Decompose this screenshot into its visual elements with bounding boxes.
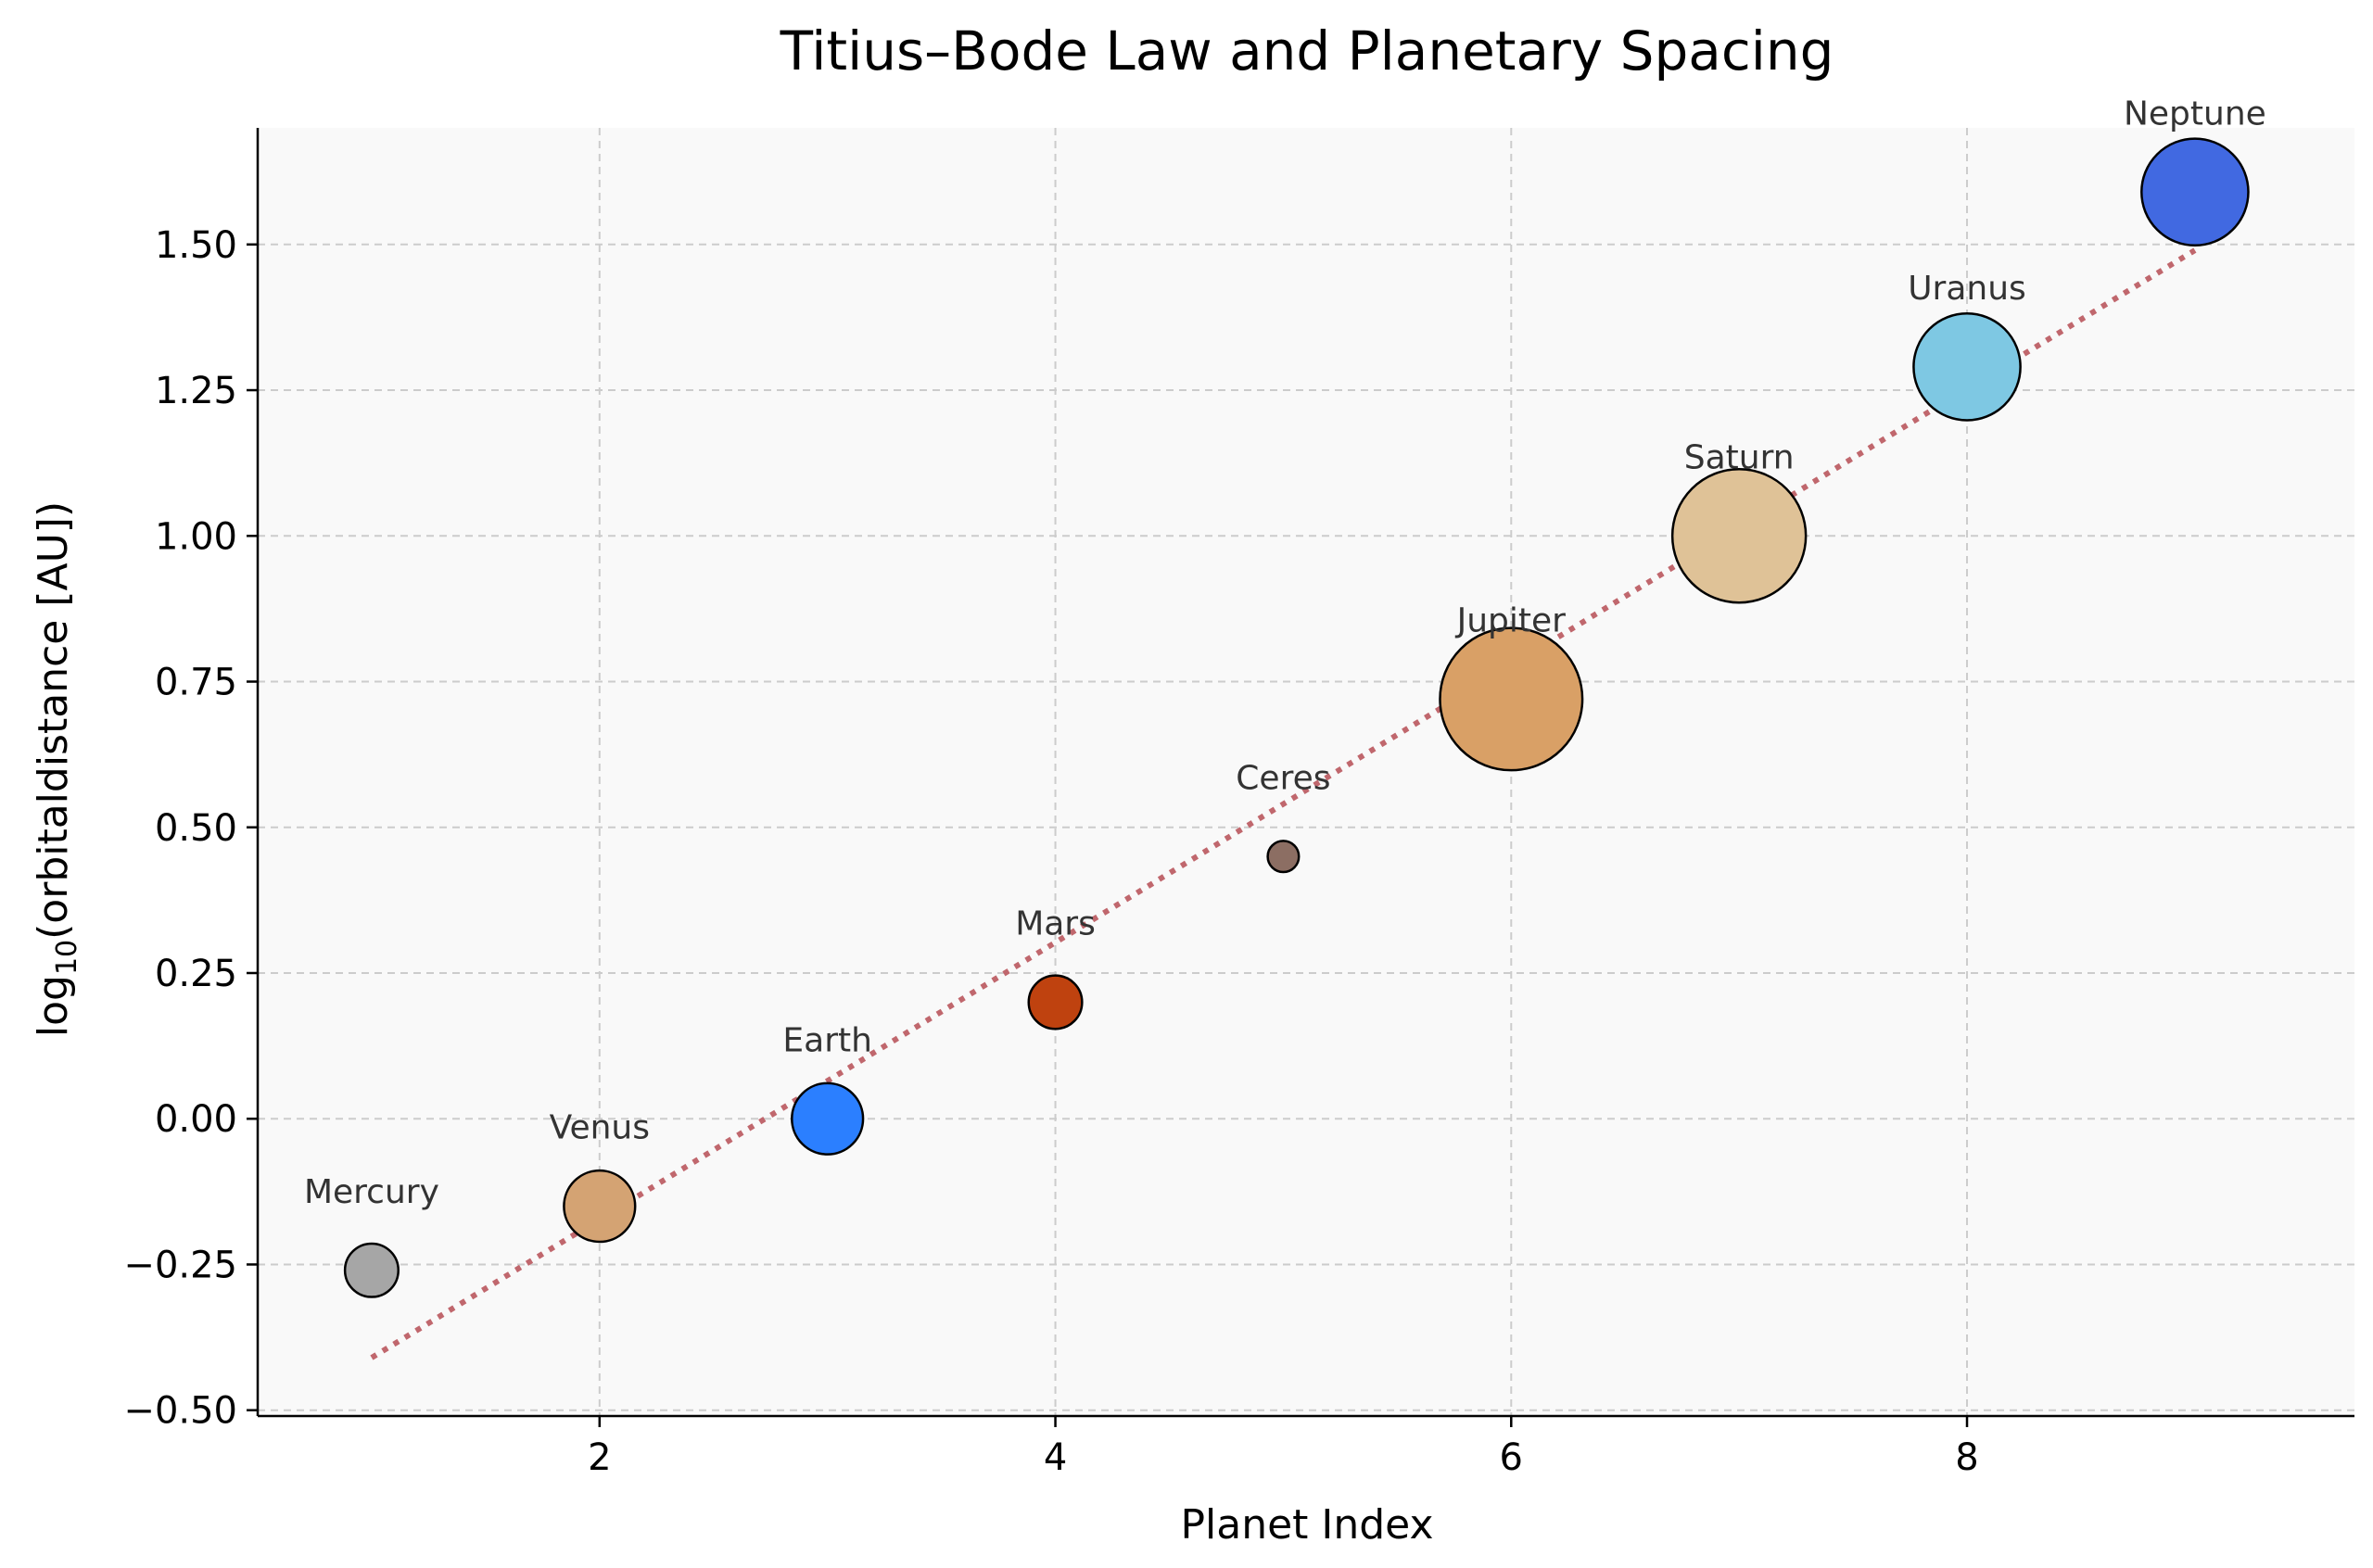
x-axis-label: Planet Index (1180, 1501, 1433, 1549)
y-tick-label: −0.25 (123, 1244, 237, 1286)
data-points (343, 137, 2250, 1298)
point-labels: Mercury Venus Earth Mars Ceres Jupiter Saturn U… (304, 95, 2266, 1211)
planet-label-mercury: Mercury (304, 1173, 439, 1211)
y-tick-label: −0.50 (123, 1390, 237, 1433)
x-tick-label: 8 (1955, 1436, 1978, 1479)
planet-label-venus: Venus (550, 1109, 650, 1147)
planet-label-neptune: Neptune (2124, 95, 2266, 133)
planet-label-jupiter: Jupiter (1455, 601, 1567, 639)
planet-point-uranus (1912, 312, 2022, 422)
y-axis-label-prefix: log (30, 975, 77, 1037)
y-axis-label-subscript: 10 (51, 940, 83, 975)
y-tick-label: 1.25 (155, 370, 237, 412)
planet-point-mercury (343, 1242, 400, 1298)
y-tick-label: 0.50 (155, 807, 237, 850)
planet-label-earth: Earth (782, 1021, 872, 1059)
y-tick-label: 1.50 (155, 224, 237, 267)
planet-label-uranus: Uranus (1908, 270, 2026, 308)
planet-label-ceres: Ceres (1236, 759, 1330, 797)
x-tick-label: 4 (1044, 1436, 1067, 1479)
x-ticks: 2 4 6 8 (588, 1416, 1979, 1479)
y-tick-label: 0.75 (155, 662, 237, 704)
y-axis-label-rest: (orbitaldistance [AU]) (30, 501, 77, 940)
planet-point-venus (563, 1169, 637, 1244)
y-tick-label: 1.00 (155, 515, 237, 558)
planet-point-saturn (1670, 468, 1808, 604)
planet-point-mars (1027, 974, 1084, 1031)
chart-title: Titius–Bode Law and Planetary Spacing (780, 19, 1834, 82)
planet-label-mars: Mars (1015, 905, 1096, 943)
x-tick-label: 2 (588, 1436, 611, 1479)
y-axis-label: log10(orbitaldistance [AU]) (30, 501, 83, 1037)
planet-point-jupiter (1439, 626, 1584, 772)
x-tick-label: 6 (1500, 1436, 1523, 1479)
planet-point-earth (791, 1081, 865, 1156)
y-tick-label: 0.25 (155, 953, 237, 995)
trend-line (370, 247, 2197, 1360)
planet-point-ceres (1266, 840, 1301, 874)
planet-point-neptune (2140, 137, 2250, 247)
planet-label-saturn: Saturn (1684, 438, 1795, 476)
y-tick-label: 0.00 (155, 1098, 237, 1141)
y-ticks: −0.50 −0.25 0.00 0.25 0.50 0.75 1.00 1.25 1.50 (123, 224, 258, 1433)
